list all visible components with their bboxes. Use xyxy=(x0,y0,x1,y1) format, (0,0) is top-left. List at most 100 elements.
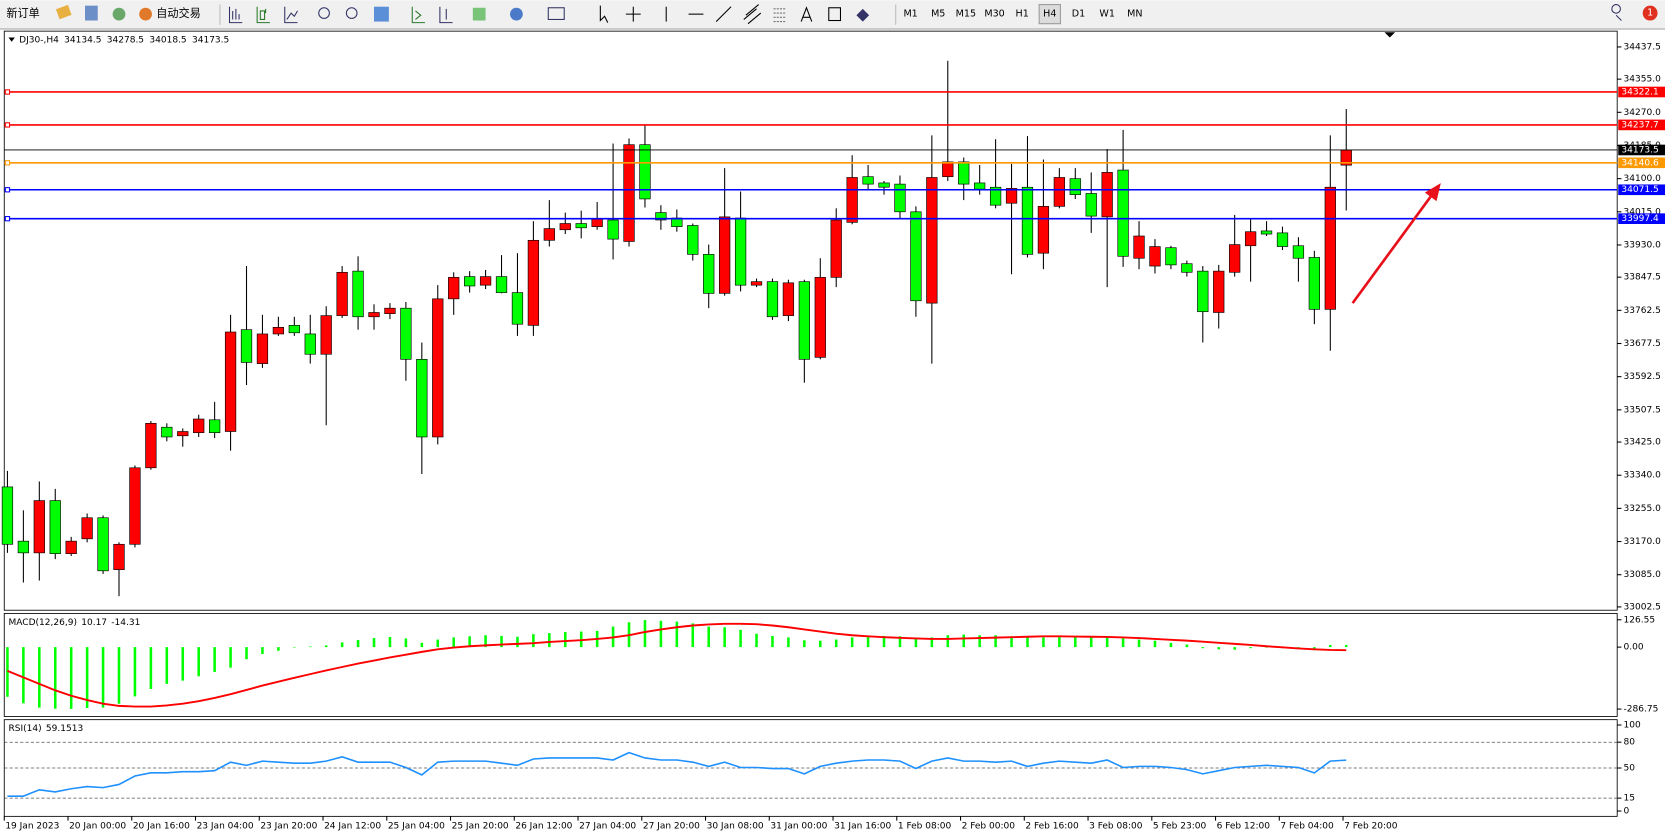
icon-gold[interactable] xyxy=(55,4,72,20)
candle-body xyxy=(17,540,30,554)
candle-body xyxy=(97,517,109,572)
candle-body xyxy=(400,307,412,360)
price-tick-label: 34100.0 xyxy=(1624,174,1662,184)
macd-bar xyxy=(420,642,424,648)
icon-market[interactable] xyxy=(85,5,98,21)
candle-body xyxy=(878,182,890,188)
candle-body xyxy=(655,212,667,221)
icon-label[interactable] xyxy=(828,7,842,22)
candle-body xyxy=(384,307,396,314)
macd-bar xyxy=(229,647,232,668)
x-tick-label: 25 Jan 20:00 xyxy=(452,821,509,831)
icon-zoom-in[interactable] xyxy=(318,7,330,19)
macd-bar xyxy=(1201,647,1205,649)
timeframe-button[interactable]: H4 xyxy=(1043,9,1056,20)
new-order-button[interactable]: 新订单 xyxy=(6,6,39,20)
candle-body xyxy=(814,277,826,358)
candle-body xyxy=(591,218,603,227)
icon-crosshair[interactable] xyxy=(625,6,641,22)
icon-candles[interactable] xyxy=(256,6,270,24)
macd-bar xyxy=(1089,637,1093,648)
candle-body xyxy=(1165,247,1177,266)
macd-bar xyxy=(1121,638,1125,648)
macd-bar xyxy=(340,642,344,648)
candle-body xyxy=(1244,231,1257,247)
candle-body xyxy=(543,228,555,241)
price-tick-label: 33677.5 xyxy=(1624,339,1661,349)
price-level-label: 34237.7 xyxy=(1621,120,1658,130)
chart-header: DJ30-,H4 34134.5 34278.5 34018.5 34173.5 xyxy=(19,35,229,45)
icon-fibo[interactable] xyxy=(773,8,787,23)
icon-scroll[interactable] xyxy=(411,6,426,24)
timeframe-button[interactable]: M5 xyxy=(931,9,945,20)
price-level-tag xyxy=(1618,86,1665,98)
candle-body xyxy=(320,315,332,355)
macd-bar xyxy=(181,647,185,681)
candle-body xyxy=(1229,244,1241,273)
timeframe-button[interactable]: M15 xyxy=(956,9,976,20)
candle-body xyxy=(495,276,508,293)
icon-arrows[interactable] xyxy=(856,8,870,22)
price-tick-label: 34355.0 xyxy=(1624,75,1662,85)
macd-bar xyxy=(548,633,551,648)
macd-value: 10.17 xyxy=(81,617,107,627)
timeframe-button[interactable]: M1 xyxy=(903,9,917,20)
timeframe-button[interactable]: M30 xyxy=(984,9,1004,20)
x-tick-label: 2 Feb 16:00 xyxy=(1025,821,1079,831)
x-tick-label: 30 Jan 08:00 xyxy=(707,821,764,831)
price-level-tag xyxy=(1618,157,1665,169)
price-level-handle xyxy=(4,187,11,193)
timeframe-button[interactable]: W1 xyxy=(1099,9,1115,20)
notification-count: 1 xyxy=(1647,8,1653,19)
macd-bar xyxy=(1233,647,1236,650)
macd-bar xyxy=(1153,640,1157,648)
candle-body xyxy=(830,219,842,278)
icon-periods[interactable] xyxy=(510,7,523,21)
macd-bar xyxy=(643,620,647,648)
icon-search[interactable] xyxy=(1611,4,1622,21)
header-value: 34018.5 xyxy=(149,35,186,45)
candle-body xyxy=(129,467,141,545)
macd-bar xyxy=(930,637,934,648)
rsi-tick-label: 0 xyxy=(1624,807,1630,817)
icon-templates[interactable] xyxy=(547,7,565,20)
candle-body xyxy=(288,325,300,334)
icon-cursor[interactable] xyxy=(599,5,609,23)
icon-zoom-out[interactable] xyxy=(345,7,358,19)
candle-body xyxy=(1213,270,1225,313)
candle-body xyxy=(81,517,93,540)
auto-trading-button[interactable]: 自动交易 xyxy=(156,6,201,20)
candle-body xyxy=(1133,235,1145,259)
icon-trendline[interactable] xyxy=(715,6,732,22)
icon-bars[interactable] xyxy=(228,6,243,24)
x-tick-label: 5 Feb 23:00 xyxy=(1153,821,1207,831)
macd-bar xyxy=(404,638,408,648)
candle-body xyxy=(559,223,571,231)
macd-tick-label: 126.55 xyxy=(1624,615,1656,625)
icon-shift[interactable] xyxy=(439,6,453,24)
notification-badge[interactable] xyxy=(1642,5,1658,21)
timeframe-button[interactable]: MN xyxy=(1127,9,1142,20)
annotation-arrowhead xyxy=(1424,183,1441,202)
icon-signals[interactable] xyxy=(112,7,126,21)
candle-body xyxy=(1037,206,1050,254)
macd-header: MACD(12,26,9) 10.17 -14.31 xyxy=(9,617,141,627)
timeframe-button[interactable]: D1 xyxy=(1072,9,1085,20)
icon-indicators[interactable] xyxy=(472,7,486,21)
icon-auto[interactable] xyxy=(139,7,152,21)
candle-body xyxy=(1021,186,1034,255)
icon-tile[interactable] xyxy=(374,6,389,22)
icon-line[interactable] xyxy=(284,6,298,24)
timeframe-button[interactable]: H1 xyxy=(1016,9,1029,20)
candle-body xyxy=(1005,188,1018,204)
price-tick-label: 33255.0 xyxy=(1624,504,1662,514)
rsi-line xyxy=(7,751,1347,797)
macd-bar xyxy=(436,639,440,648)
header-value: 34134.5 xyxy=(64,35,101,45)
x-tick-label: 6 Feb 12:00 xyxy=(1217,821,1271,831)
price-level-handle xyxy=(4,89,11,95)
icon-text[interactable] xyxy=(800,6,813,22)
candle-body xyxy=(193,418,205,433)
icon-channel[interactable] xyxy=(743,4,762,25)
x-tick-label: 20 Jan 16:00 xyxy=(133,821,190,831)
